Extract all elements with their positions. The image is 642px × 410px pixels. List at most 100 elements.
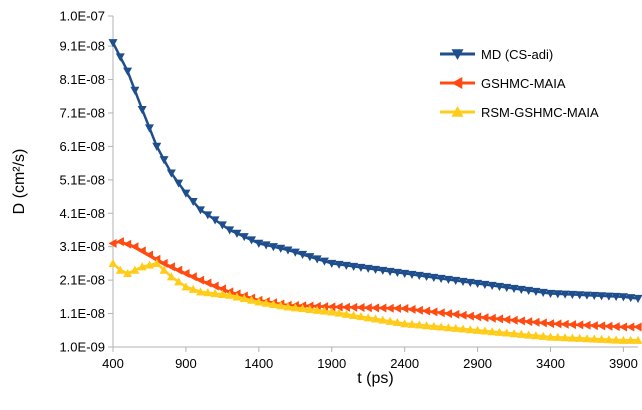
data-point	[210, 216, 220, 225]
data-point	[144, 124, 154, 133]
data-point	[305, 304, 315, 313]
data-point	[422, 321, 432, 330]
data-point	[363, 303, 372, 313]
data-point	[524, 286, 534, 295]
data-point	[553, 332, 563, 341]
data-point	[261, 241, 271, 250]
data-point	[247, 236, 257, 245]
data-point	[429, 321, 439, 330]
data-point	[217, 289, 227, 298]
data-point	[553, 319, 562, 329]
data-point	[465, 311, 474, 321]
data-point	[597, 321, 606, 331]
data-point	[341, 309, 351, 318]
data-point	[633, 322, 642, 332]
data-point	[414, 305, 423, 315]
y-axis-title: D (cm²/s)	[11, 149, 28, 215]
data-point	[363, 313, 373, 322]
data-point	[451, 323, 461, 332]
data-point	[509, 315, 518, 325]
data-point	[349, 262, 359, 271]
data-point	[174, 277, 184, 286]
data-point	[443, 309, 453, 319]
data-point	[341, 261, 351, 270]
data-point	[407, 319, 417, 328]
data-point	[378, 303, 387, 313]
series-group	[108, 39, 642, 344]
data-point	[203, 288, 213, 297]
data-point	[152, 142, 162, 151]
data-point	[494, 282, 504, 291]
data-point	[436, 308, 445, 318]
data-point	[371, 303, 380, 313]
data-point	[473, 279, 483, 288]
data-point	[137, 262, 147, 271]
series-line	[112, 240, 638, 329]
data-point	[188, 284, 198, 293]
data-point	[502, 328, 512, 337]
data-point	[152, 258, 162, 268]
data-point	[443, 275, 453, 284]
x-tick-label: 900	[175, 356, 197, 371]
data-point	[196, 287, 205, 296]
data-point	[487, 313, 496, 323]
legend-swatch-marker	[451, 106, 464, 117]
data-point	[538, 288, 548, 298]
data-point	[247, 295, 257, 304]
y-tick-label: 1.0E-07	[59, 9, 105, 24]
data-point	[487, 281, 497, 290]
data-point	[196, 206, 205, 215]
y-tick-label: 4.1E-08	[59, 206, 105, 221]
data-point	[290, 303, 300, 312]
data-point	[327, 307, 337, 316]
data-point	[254, 239, 264, 248]
data-point	[181, 189, 191, 198]
data-point	[385, 316, 395, 325]
data-point	[144, 250, 154, 260]
data-point	[319, 257, 329, 266]
data-point	[144, 260, 154, 269]
legend-swatch-marker	[451, 77, 463, 89]
data-point	[174, 265, 183, 275]
data-point	[159, 265, 169, 274]
data-point	[217, 284, 226, 294]
data-point	[203, 211, 213, 220]
legend-label: GSHMC-MAIA	[481, 76, 566, 91]
data-point	[334, 308, 344, 317]
data-point	[385, 303, 394, 313]
data-point	[604, 292, 614, 301]
y-tick-label: 9.1E-08	[59, 39, 105, 54]
data-point	[429, 307, 438, 317]
data-point	[123, 239, 132, 249]
data-point	[290, 248, 300, 257]
data-point	[516, 316, 525, 326]
data-point	[597, 334, 607, 343]
data-point	[575, 333, 585, 342]
data-point	[611, 335, 621, 344]
data-point	[597, 292, 607, 301]
y-tick-label: 6.1E-08	[59, 139, 105, 154]
data-point	[589, 334, 599, 343]
data-point	[371, 314, 380, 323]
data-point	[268, 243, 278, 252]
data-point	[349, 302, 358, 312]
data-point	[546, 332, 555, 341]
data-point	[436, 274, 446, 283]
data-point	[400, 304, 409, 314]
data-point	[312, 305, 322, 314]
data-point	[137, 246, 146, 256]
data-point	[137, 106, 147, 115]
data-point	[502, 315, 511, 325]
data-point	[349, 310, 359, 320]
data-point	[356, 312, 366, 321]
data-point	[166, 169, 176, 178]
y-tick-label: 5.1E-08	[59, 172, 105, 187]
data-point	[188, 272, 197, 282]
data-point	[181, 282, 191, 291]
data-point	[458, 277, 468, 286]
data-point	[130, 265, 140, 274]
data-point	[473, 312, 482, 322]
data-point	[436, 322, 446, 331]
data-point	[633, 335, 642, 344]
data-point	[108, 258, 118, 268]
